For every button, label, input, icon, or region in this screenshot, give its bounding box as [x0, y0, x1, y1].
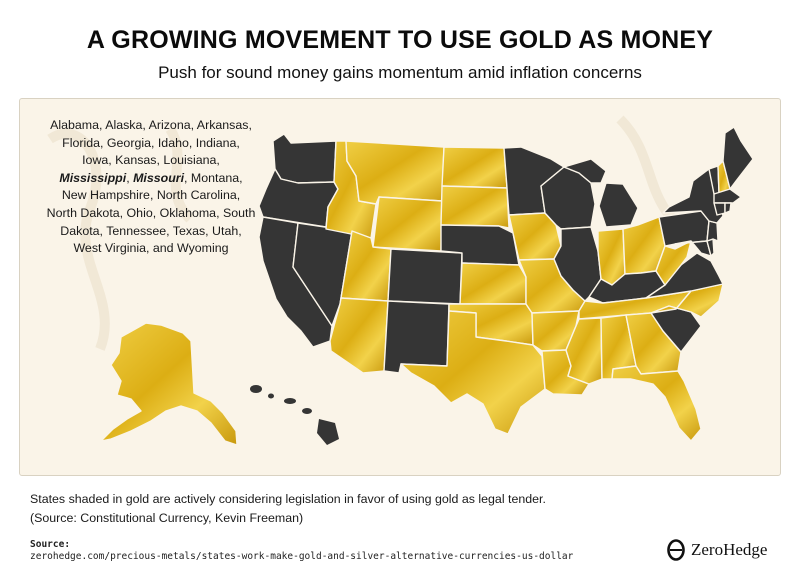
states-text-3: , Montana, New Hampshire, North Carolina…	[46, 170, 256, 256]
footnote-citation: (Source: Constitutional Currency, Kevin …	[30, 511, 304, 525]
page-title: A GROWING MOVEMENT TO USE GOLD AS MONEY	[86, 26, 714, 54]
state-colorado	[387, 248, 463, 305]
source-label: Source:	[30, 539, 71, 550]
footnote-note: States shaded in gold are actively consi…	[30, 492, 546, 506]
state-florida	[611, 365, 702, 442]
states-text-missouri: Missouri	[133, 170, 185, 185]
state-west-virginia	[655, 240, 692, 286]
state-wyoming	[372, 196, 443, 252]
state-texas	[400, 310, 546, 435]
brand-name: ZeroHedge	[691, 540, 768, 559]
state-north-carolina	[650, 283, 724, 318]
zerohedge-logo-icon	[667, 539, 685, 561]
state-maine	[722, 126, 754, 190]
state-north-dakota	[441, 146, 508, 189]
state-alaska	[100, 322, 238, 446]
state-washington	[272, 133, 337, 184]
state-new-jersey	[706, 220, 719, 242]
state-maryland	[674, 240, 712, 257]
states-text-mississippi: Mississippi	[59, 170, 127, 185]
state-pennsylvania	[658, 210, 710, 247]
states-text-2: ,	[126, 170, 134, 185]
gold-states-list: Alabama, Alaska, Arizona, Arkansas, Flor…	[46, 117, 256, 258]
state-massachusetts	[713, 188, 742, 204]
state-new-mexico	[383, 300, 450, 374]
state-mississippi	[565, 317, 603, 385]
page-subtitle: Push for sound money gains momentum amid…	[158, 63, 642, 82]
footnote: States shaded in gold are actively consi…	[30, 490, 770, 528]
state-kansas	[459, 262, 527, 305]
zerohedge-brand: ZeroHedge	[666, 538, 767, 562]
map-panel	[19, 98, 781, 476]
state-rhode-island	[724, 202, 732, 214]
state-montana	[345, 140, 445, 205]
us-map	[47, 115, 754, 446]
state-michigan	[563, 158, 639, 228]
source-url[interactable]: zerohedge.com/precious-metals/states-wor…	[30, 551, 574, 562]
state-hawaii	[250, 385, 339, 445]
state-arizona	[329, 297, 389, 374]
states-text-1: Alabama, Alaska, Arizona, Arkansas, Flor…	[50, 118, 252, 168]
state-south-dakota	[440, 185, 510, 229]
